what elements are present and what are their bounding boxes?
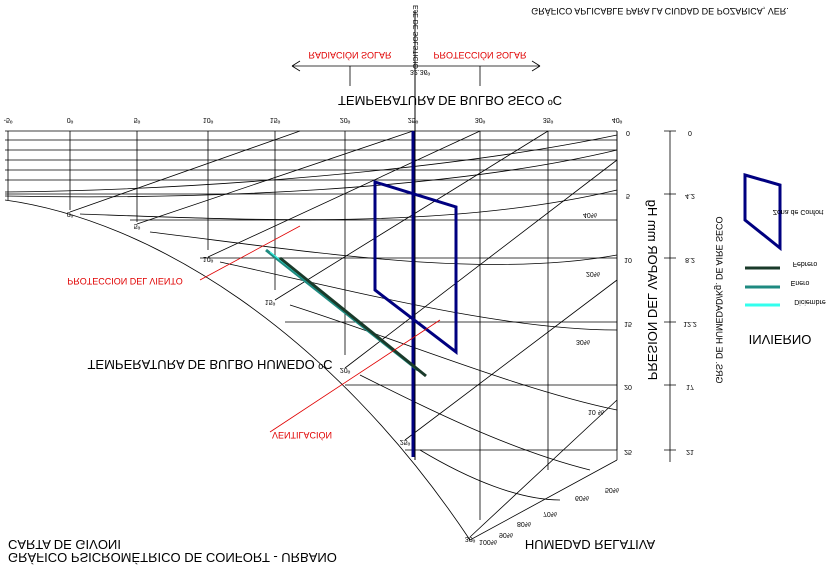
vapour-tick: 10 <box>624 256 632 263</box>
humidity-tick: 12.2 <box>683 320 697 327</box>
wet-bulb-tick: 25º <box>400 438 411 445</box>
legend-febrero-label: Febrero <box>793 260 818 267</box>
wet-bulb-tick: 30º <box>465 535 476 542</box>
solstice-angle: 32.36º <box>410 68 431 75</box>
comfort-zone <box>373 179 458 356</box>
red-pointers <box>199 225 441 433</box>
vapour-tick: 0 <box>626 129 630 136</box>
wet-bulb-tick: 20º <box>340 366 351 373</box>
dry-bulb-tick: 15º <box>270 116 281 123</box>
relative-tick: 50% <box>605 486 619 493</box>
febrero-line <box>279 256 427 378</box>
humidity-tick: 0 <box>688 129 692 136</box>
chart-frame <box>5 130 618 460</box>
humidity-title: GRS. DE HUMEDAD/Kg. DE AIRE SECO <box>714 216 724 383</box>
radiation-label: RADIACIÓN SOLAR <box>308 50 392 60</box>
relative-title: HUMEDAD RELATIVA <box>525 537 656 552</box>
wet-bulb-tick: 10º <box>203 255 214 262</box>
footer-line1: CARTA DE GIVONI <box>8 537 121 552</box>
relative-tick: 70% <box>543 510 557 517</box>
relative-tick: 20% <box>586 270 600 277</box>
dry-bulb-tick: 20º <box>340 116 351 123</box>
vapour-title: PRESION DEL VAPOR mm Hg <box>645 200 660 381</box>
dry-bulb-tick: 5º <box>134 116 141 123</box>
wind-label: PROTECCION DEL VIENTO <box>67 276 183 286</box>
right-axis <box>664 130 676 462</box>
protection-label: PROTECCIÓN SOLAR <box>433 50 527 60</box>
humidity-tick: 8.2 <box>685 256 695 263</box>
dry-bulb-tick: 0º <box>67 116 74 123</box>
wet-bulb-tick: 15º <box>265 298 276 305</box>
relative-tick: 80% <box>517 520 531 527</box>
dry-bulb-tick: -5º <box>4 116 13 123</box>
relative-tick: 60% <box>575 494 589 501</box>
dry-bulb-tick: 40º <box>612 116 623 123</box>
humidity-curves <box>4 134 618 501</box>
solstice-label: EJE DE SOLSTICIO <box>413 5 420 69</box>
humidity-tick: 21 <box>686 448 694 455</box>
labels: GRÁFICO APLICABLE PARA LA CIUDAD DE POZA… <box>4 5 826 565</box>
legend-season: INVIERNO <box>749 332 812 347</box>
dry-bulb-tick: 25º <box>408 116 419 123</box>
relative-tick: 90% <box>499 531 513 538</box>
vapour-tick: 5 <box>626 192 630 199</box>
legend-diciembre-label: Diciembre <box>794 298 826 305</box>
page-title: GRÁFICO APLICABLE PARA LA CIUDAD DE POZA… <box>531 6 788 16</box>
relative-tick: 40% <box>583 211 597 218</box>
relative-tick: 30% <box>576 338 590 345</box>
footer-line2: GRÁFICO PSICROMÉTRICO DE CONFORT - URBAN… <box>8 550 337 565</box>
solar-arrows <box>291 60 541 86</box>
dry-bulb-tick: 10º <box>203 116 214 123</box>
vapour-tick: 25 <box>624 448 632 455</box>
wet-bulb-tick: 0º <box>67 210 74 217</box>
dry-bulb-title: TEMPERATURA DE BULBO SECO ºC <box>338 93 562 108</box>
wet-bulb-title: TEMPERATURA DE BULBO HUMEDO ºC <box>87 357 332 372</box>
saturation-curve <box>4 199 618 541</box>
relative-tick: 100% <box>479 538 497 545</box>
relative-tick: 10 % <box>588 408 604 415</box>
humidity-tick: 17 <box>686 383 694 390</box>
ventilation-label: VENTILACIÓN <box>272 430 332 440</box>
legend-enero-label: Enero <box>791 279 810 286</box>
humidity-tick: 4.2 <box>685 192 695 199</box>
vapour-tick: 15 <box>624 320 632 327</box>
dry-bulb-tick: 35º <box>543 116 554 123</box>
vapour-tick: 20 <box>624 383 632 390</box>
legend-comfort-label: Zona de Confort <box>773 208 824 215</box>
wet-bulb-tick: 5º <box>134 222 141 229</box>
dry-bulb-tick: 30º <box>475 116 486 123</box>
legend-comfort <box>743 173 782 252</box>
